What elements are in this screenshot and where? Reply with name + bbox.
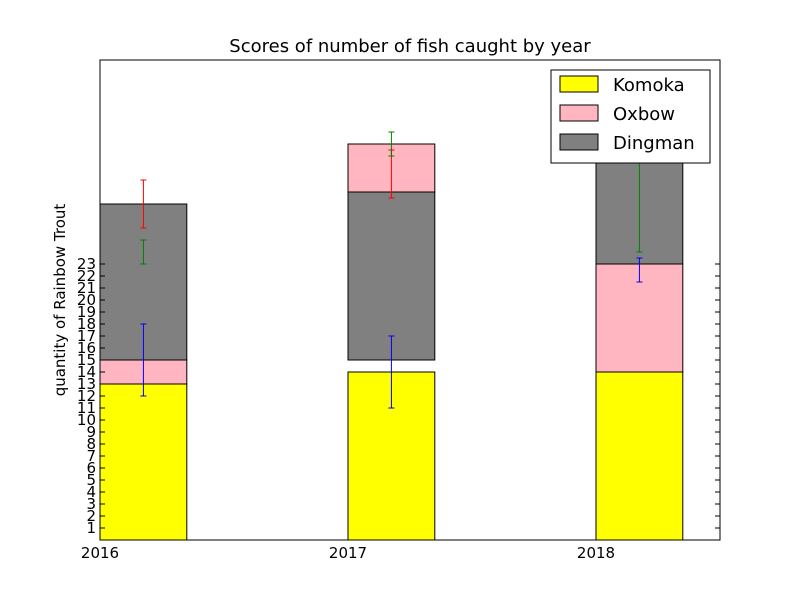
y-tick-label: 12 — [77, 387, 96, 405]
y-tick-label: 2 — [86, 507, 96, 525]
error-bar-5 — [388, 131, 395, 157]
legend-label-komoka: Komoka — [613, 75, 685, 96]
y-tick-label: 5 — [86, 471, 96, 489]
legend-label-oxbow: Oxbow — [613, 104, 675, 125]
y-tick-label: 10 — [77, 411, 96, 429]
y-axis-label: quantity of Rainbow Trout — [51, 204, 69, 397]
y-tick-label: 1 — [86, 519, 96, 537]
y-tick-label: 15 — [77, 351, 96, 369]
y-tick-label: 3 — [86, 495, 96, 513]
chart-title: Scores of number of fish caught by year — [229, 36, 591, 57]
y-tick-label: 4 — [86, 483, 96, 501]
legend-swatch-komoka — [559, 75, 599, 93]
legend-swatch-dingman — [559, 133, 599, 151]
error-bar-6 — [636, 257, 643, 283]
legend-label-dingman: Dingman — [613, 133, 695, 154]
error-bar-3 — [388, 335, 395, 409]
y-tick-label: 11 — [77, 399, 96, 417]
y-tick-label: 16 — [77, 339, 96, 357]
bar-komoka-2016 — [99, 383, 188, 541]
y-tick-label: 14 — [77, 363, 96, 381]
error-bar-0 — [140, 323, 147, 397]
bar-komoka-2018 — [595, 371, 684, 541]
legend-swatch-oxbow — [559, 104, 599, 122]
y-tick-label: 23 — [77, 255, 96, 273]
y-tick-label: 18 — [77, 315, 96, 333]
y-tick-label: 17 — [77, 327, 96, 345]
x-tick-label: 2016 — [81, 544, 119, 562]
y-tick-label: 21 — [77, 279, 96, 297]
x-tick-label: 2017 — [329, 544, 367, 562]
y-tick-label: 7 — [86, 447, 96, 465]
error-bar-2 — [140, 239, 147, 265]
y-tick-label: 19 — [77, 303, 96, 321]
legend: Komoka Oxbow Dingman — [550, 69, 711, 164]
y-tick-label: 13 — [77, 375, 96, 393]
y-tick-label: 20 — [77, 291, 96, 309]
y-tick-label: 22 — [77, 267, 96, 285]
x-tick-label: 2018 — [577, 544, 615, 562]
y-tick-label: 8 — [86, 435, 96, 453]
y-tick-label: 9 — [86, 423, 96, 441]
error-bar-1 — [140, 179, 147, 229]
bar-dingman-2017 — [347, 191, 436, 361]
y-tick-label: 6 — [86, 459, 96, 477]
